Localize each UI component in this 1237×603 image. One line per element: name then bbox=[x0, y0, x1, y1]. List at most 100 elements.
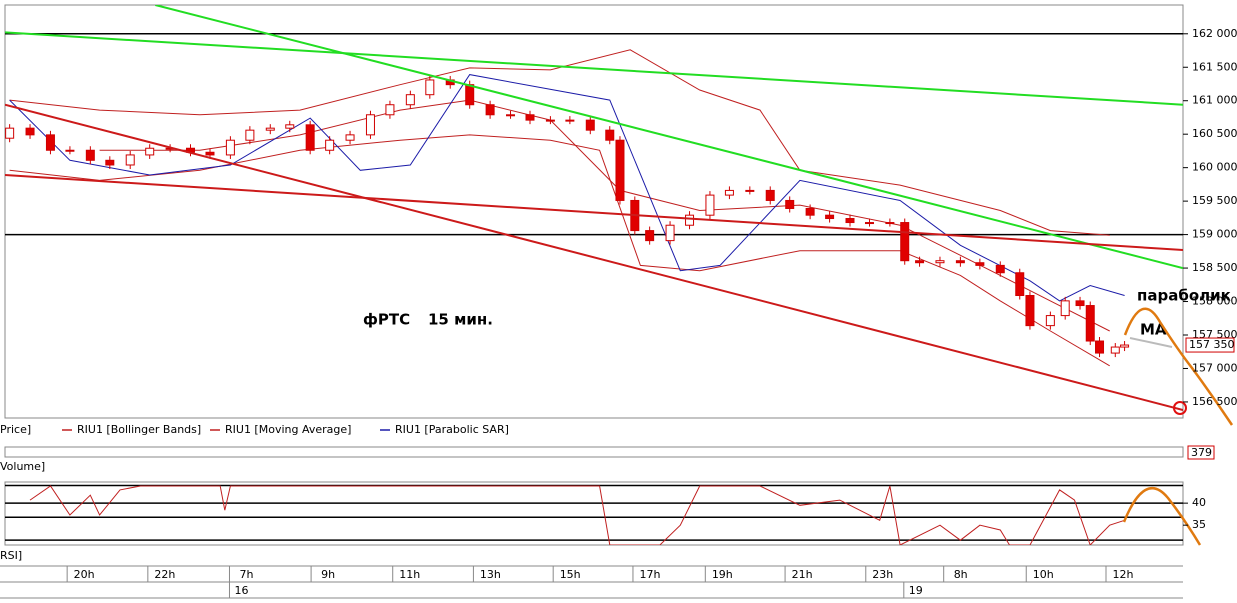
legend-entry: RIU1 [Parabolic SAR] bbox=[395, 423, 509, 436]
candle-body bbox=[285, 124, 295, 129]
candle-body bbox=[1110, 346, 1120, 354]
candle-body bbox=[705, 194, 715, 216]
y-tick-label: 157 000 bbox=[1192, 361, 1237, 374]
candle-body bbox=[1075, 300, 1085, 307]
y-tick-label: 158 500 bbox=[1192, 261, 1237, 274]
candle-body bbox=[265, 127, 275, 131]
candle-body bbox=[724, 189, 734, 196]
pointer-line bbox=[1129, 337, 1173, 348]
annotation: фРТС bbox=[363, 311, 410, 329]
candle-body bbox=[365, 114, 375, 136]
candle-body bbox=[864, 222, 874, 225]
volume-label: 379 bbox=[1191, 446, 1212, 459]
candle-body bbox=[1025, 295, 1035, 327]
x-tick-label: 13h bbox=[480, 568, 501, 581]
candle-body bbox=[5, 127, 15, 139]
candle-body bbox=[85, 149, 95, 161]
candle-body bbox=[425, 79, 435, 96]
candle-body bbox=[105, 159, 115, 166]
y-tick-label: 160 000 bbox=[1192, 161, 1237, 174]
candle-body bbox=[385, 104, 395, 116]
y-tick-label: 159 500 bbox=[1192, 194, 1237, 207]
trend-line bbox=[5, 174, 1183, 251]
candle-body bbox=[685, 214, 695, 226]
x-tick-label: 23h bbox=[872, 568, 893, 581]
candle-body bbox=[506, 114, 516, 117]
annotation: параболик bbox=[1137, 287, 1231, 305]
trend-line bbox=[155, 5, 1183, 270]
candle-body bbox=[465, 84, 475, 106]
candle-body bbox=[785, 199, 795, 209]
y-tick-label: 40 bbox=[1192, 496, 1206, 509]
marker-circle bbox=[1173, 401, 1187, 415]
x-tick-label: 20h bbox=[74, 568, 95, 581]
candle-body bbox=[900, 222, 910, 262]
candle-body bbox=[325, 139, 335, 151]
x-tick-label: 9h bbox=[321, 568, 335, 581]
day-tick-label: 19 bbox=[909, 584, 923, 597]
candle-body bbox=[245, 129, 255, 141]
candle-body bbox=[885, 222, 895, 225]
last-price-box bbox=[1185, 337, 1235, 353]
candle-body bbox=[345, 134, 355, 141]
x-tick-label: 12h bbox=[1113, 568, 1134, 581]
y-tick-label: 161 000 bbox=[1192, 94, 1237, 107]
candle-body bbox=[45, 134, 55, 151]
rsi-line bbox=[29, 485, 1125, 545]
candle-body bbox=[1045, 315, 1055, 327]
rsi-plot bbox=[5, 484, 1183, 545]
y-tick-label: 158 000 bbox=[1192, 295, 1237, 308]
panel-title: RSI] bbox=[0, 549, 22, 562]
indicator-line bbox=[9, 134, 1110, 367]
annotation: МА bbox=[1140, 321, 1167, 339]
y-tick-label: 159 000 bbox=[1192, 228, 1237, 241]
candle-body bbox=[995, 264, 1005, 274]
candle-body bbox=[25, 127, 35, 136]
volume-panel bbox=[4, 446, 1184, 458]
candle-body bbox=[915, 260, 925, 264]
candle-body bbox=[1085, 305, 1095, 342]
forecast-arrow bbox=[1123, 307, 1234, 426]
candle-body bbox=[1015, 272, 1025, 297]
x-tick-label: 8h bbox=[954, 568, 968, 581]
x-tick-label: 15h bbox=[560, 568, 581, 581]
x-tick-label: 19h bbox=[712, 568, 733, 581]
day-tick-label: 16 bbox=[234, 584, 248, 597]
candle-body bbox=[485, 104, 495, 116]
legend-entry: RIU1 [Moving Average] bbox=[225, 423, 351, 436]
annotation: 15 мин. bbox=[428, 311, 493, 329]
candle-body bbox=[1095, 340, 1105, 354]
indicator-line bbox=[99, 99, 1110, 332]
candle-body bbox=[825, 214, 835, 220]
x-tick-label: 17h bbox=[639, 568, 660, 581]
y-tick-label: 156 500 bbox=[1192, 395, 1237, 408]
candle-body bbox=[1120, 344, 1130, 348]
panel-title: Volume] bbox=[0, 460, 45, 473]
candle-body bbox=[935, 260, 945, 264]
candle-body bbox=[585, 119, 595, 131]
candle-body bbox=[605, 129, 615, 141]
candle-body bbox=[955, 260, 965, 264]
candle-body bbox=[125, 154, 135, 166]
x-tick-label: 11h bbox=[399, 568, 420, 581]
candle-body bbox=[645, 230, 655, 242]
candle-body bbox=[975, 262, 985, 266]
candle-body bbox=[615, 139, 625, 201]
last-price-label: 157 350 bbox=[1189, 338, 1235, 351]
forecast-arrow bbox=[1122, 486, 1202, 546]
legend-entry: RIU1 [Bollinger Bands] bbox=[77, 423, 201, 436]
y-tick-label: 35 bbox=[1192, 518, 1206, 531]
candle-body bbox=[1060, 300, 1070, 317]
candle-body bbox=[145, 147, 155, 156]
trend-line bbox=[5, 103, 1183, 411]
candle-body bbox=[805, 207, 815, 216]
y-tick-label: 161 500 bbox=[1192, 60, 1237, 73]
price-plot bbox=[5, 5, 1183, 411]
candle-body bbox=[665, 224, 675, 242]
indicator-line bbox=[9, 74, 1125, 302]
x-tick-label: 22h bbox=[154, 568, 175, 581]
y-tick-label: 160 500 bbox=[1192, 127, 1237, 140]
panel-title: Price] bbox=[0, 423, 31, 436]
candle-body bbox=[225, 139, 235, 156]
